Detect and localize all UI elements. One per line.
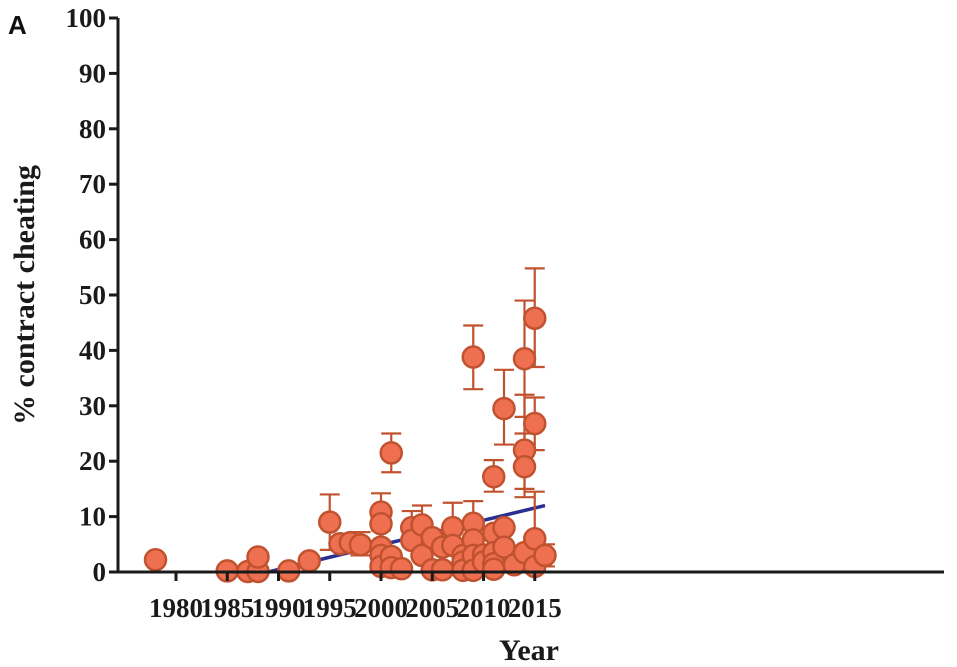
data-point xyxy=(492,396,516,421)
data-point xyxy=(512,346,537,371)
x-tick-label-2010: 2010 xyxy=(457,593,511,623)
data-point xyxy=(348,533,373,557)
x-tick-label-2015: 2015 xyxy=(508,593,562,623)
y-tick-label-70: 70 xyxy=(79,169,106,199)
data-point xyxy=(492,515,516,540)
x-tick-label-1990: 1990 xyxy=(252,593,306,623)
x-tick-label-2000: 2000 xyxy=(354,593,408,623)
data-point xyxy=(523,527,547,551)
y-tick-label-10: 10 xyxy=(79,502,106,532)
y-tick-label-40: 40 xyxy=(79,335,106,365)
data-point xyxy=(430,558,455,582)
data-point xyxy=(461,345,485,369)
data-point xyxy=(379,441,403,465)
x-tick-label-1985: 1985 xyxy=(200,593,254,623)
data-point xyxy=(297,549,321,573)
y-tick-label-100: 100 xyxy=(66,3,107,33)
x-tick-label-2005: 2005 xyxy=(405,593,459,623)
y-axis-ticks: 0 10 20 30 40 50 60 70 80 90 100 xyxy=(66,3,118,587)
data-point xyxy=(246,545,270,569)
data-point xyxy=(533,543,557,568)
x-tick-label-1980: 1980 xyxy=(149,593,203,623)
x-tick-label-1995: 1995 xyxy=(303,593,357,623)
y-tick-label-20: 20 xyxy=(79,446,106,476)
x-axis-title: Year xyxy=(499,634,559,667)
data-point xyxy=(523,411,547,436)
panel-label: A xyxy=(8,10,27,40)
y-tick-label-0: 0 xyxy=(93,557,107,587)
data-point xyxy=(369,512,393,536)
y-tick-label-80: 80 xyxy=(79,114,106,144)
y-tick-label-90: 90 xyxy=(79,58,106,88)
y-tick-label-50: 50 xyxy=(79,280,106,310)
data-point xyxy=(523,306,547,331)
y-tick-label-30: 30 xyxy=(79,391,106,421)
data-point xyxy=(512,454,537,479)
point-layer xyxy=(143,306,557,584)
data-point xyxy=(482,464,506,489)
data-point xyxy=(143,548,168,572)
data-point xyxy=(389,556,414,581)
data-point xyxy=(318,510,342,534)
data-point xyxy=(482,557,506,581)
error-bar-layer xyxy=(319,267,555,568)
y-tick-label-60: 60 xyxy=(79,225,106,255)
y-axis-title: % contract cheating xyxy=(8,165,41,425)
